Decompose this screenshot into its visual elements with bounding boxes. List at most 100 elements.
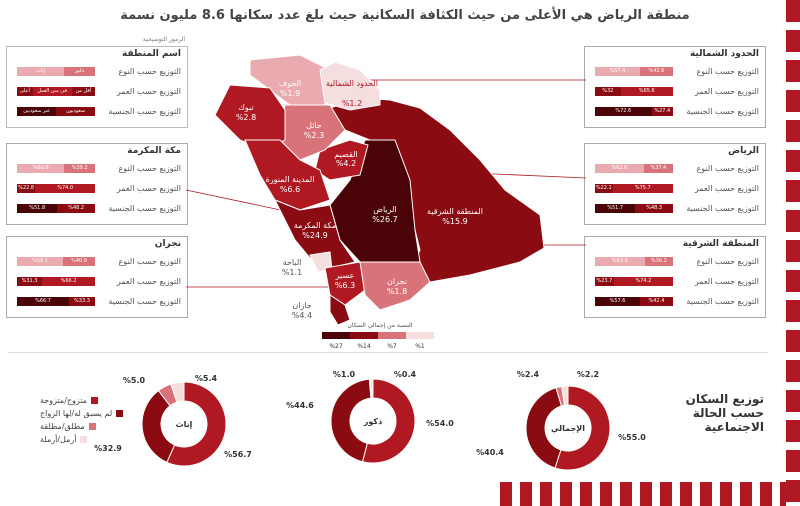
region-eastern-bar-1-seg-a: %63.8 [595,257,645,266]
map-label-eastern: المنطقة الشرقية [427,207,483,216]
scale-title: النسبة من إجمالي السكان [347,322,412,329]
donut-1-label-4: %2.4 [517,370,540,379]
donut-2-slice-2 [330,378,372,463]
legend-key-row3: التوزيع حسب الجنسية [108,107,181,116]
donut-3-label-2: %32.9 [94,444,122,453]
region-riyadh-bar-1-seg-b: %37.4 [643,164,673,173]
map-scale: النسبة من إجمالي السكان %27 %14 %7 %1 [322,322,434,350]
donut-1-label-1: %55.0 [618,433,646,442]
region-najran-row-label-1: التوزيع حسب النوع [118,257,181,266]
region-northern [319,61,381,111]
region-eastern-bar-1-seg-b: %36.2 [644,257,673,266]
key-non-saudi: غير سعوديين [17,107,56,116]
legend-married-swatch [91,397,99,404]
donut-3-slice-1 [166,381,227,467]
region-northern-card: الحدود الشمالية التوزيع حسب النوع %57.4 %42… [584,46,766,128]
bottom-stripes [500,482,786,506]
map-pct-madinah: %6.6 [280,185,300,194]
region-riyadh-bar-3-seg-a: %51.7 [595,204,636,213]
region-najran-bar-2-seg-b: %66.2 [42,277,95,286]
region-makkah-title: مكة المكرمة [127,146,181,156]
key-above-work: أعلى من سن العمل [17,87,33,96]
legend-key-row1: التوزيع حسب النوع [118,67,181,76]
donut-3-label-3: %5.4 [195,374,218,383]
region-makkah-bar-1: %60.8 %39.2 [17,164,95,173]
region-makkah-bar-3-seg-b: %48.2 [57,204,95,213]
scale-swatch-3 [378,332,406,339]
map-label-tabuk: تبوك [238,103,253,112]
map-label-hail: حائل [306,121,322,130]
region-eastern-bar-2-seg-a: %23.7 [595,277,614,286]
region-northern-bar-1: %57.4 %42.6 [595,67,673,76]
scale-tick-1: %27 [329,343,343,350]
donut-1-center-label: الإجمالي [551,424,585,433]
region-makkah-bar-1-seg-a: %60.8 [17,164,65,173]
region-riyadh-bar-2-seg-a: %22.1 [595,184,613,193]
region-eastern-row-label-3: التوزيع حسب الجنسية [686,297,759,306]
region-riyadh-row-label-1: التوزيع حسب النوع [696,164,759,173]
region-eastern-row-label-1: التوزيع حسب النوع [696,257,759,266]
donut-2-slice-1 [361,378,416,464]
region-makkah-row-label-2: التوزيع حسب العمر [116,184,181,193]
donut-1-slice-2 [525,387,563,469]
region-northern-row-label-3: التوزيع حسب الجنسية [686,107,759,116]
region-jazan [329,294,351,326]
region-eastern-bar-2-seg-b: %74.2 [613,277,673,286]
region-northern-bar-1-seg-b: %42.6 [639,67,673,76]
region-northern-bar-2: %32 %65.6 [595,87,673,96]
region-najran-row-label-2: التوزيع حسب العمر [116,277,181,286]
donut-2-label-3: %0.4 [394,370,417,379]
region-riyadh-bar-1: %62.6 %37.4 [595,164,673,173]
legend-key-row2: التوزيع حسب العمر [116,87,181,96]
legend-never-married-swatch [116,410,124,417]
key-female: إناث [17,67,64,76]
map-label-jazan: جازان [292,301,311,310]
map-label-madinah: المدينة المنورة [266,175,315,184]
map-pct-eastern: %15.9 [442,217,467,226]
map-pct-tabuk: %2.8 [236,113,256,122]
scale-tick-4: %1 [415,343,425,350]
region-najran-bar-1-seg-a: %59.1 [17,257,64,266]
region-northern-bar-2-seg-b: %65.6 [620,87,673,96]
map-pct-makkah: %24.9 [302,231,327,240]
region-northern-bar-3-seg-b: %27.4 [651,107,673,116]
region-najran-title: نجران [154,239,181,249]
region-riyadh-row-label-3: التوزيع حسب الجنسية [686,204,759,213]
key-saudi: سعوديون [56,107,95,116]
scale-tick-3: %7 [387,343,397,350]
map-label-jouf: الجوف [279,79,301,88]
region-makkah-bar-3: %51.8 %48.2 [17,204,95,213]
legend-key-title: اسم المنطقة [121,49,181,59]
region-eastern-bar-1: %63.8 %36.2 [595,257,673,266]
region-najran-bar-3-seg-b: %33.3 [69,297,95,306]
donut-3-label-4: %5.0 [123,376,146,385]
region-riyadh-bar-3-seg-b: %48.3 [635,204,673,213]
region-riyadh-bar-3: %51.7 %48.3 [595,204,673,213]
scale-swatch-4 [406,332,434,339]
marital-section-title: توزيع السكان حسب الحالة الاجتماعية [685,392,764,434]
region-northern-bar-3: %72.6 %27.4 [595,107,673,116]
region-eastern-bar-3-seg-b: %42.4 [639,297,673,306]
region-najran-row-label-3: التوزيع حسب الجنسية [108,297,181,306]
map-label-qassim: القصيم [334,150,357,159]
region-jouf [249,54,331,106]
key-male: ذكور [63,67,95,76]
legend-widowed-swatch [80,436,88,443]
region-eastern-bar-3-seg-a: %57.6 [595,297,640,306]
scale-tick-2: %14 [357,343,371,350]
legend-married: متزوج/متزوجة [40,396,99,405]
donut-2-label-4: %1.0 [333,370,356,379]
map-pct-hail: %2.3 [304,131,324,140]
donut-3-slice-4 [170,381,185,403]
section-divider [8,352,768,353]
map-pct-northern: %1.2 [342,99,362,108]
region-asir [324,261,366,306]
region-najran-bar-1-seg-b: %40.9 [63,257,95,266]
region-eastern-bar-3: %57.6 %42.4 [595,297,673,306]
region-makkah-bar-2-seg-a: %22.8 [17,184,36,193]
region-makkah-bar-2-seg-b: %74.0 [35,184,95,193]
donut-3-slice-2 [141,389,176,463]
region-riyadh-bar-2-seg-b: %75.7 [612,184,673,193]
donut-2-center-label: ذكور [363,417,382,426]
